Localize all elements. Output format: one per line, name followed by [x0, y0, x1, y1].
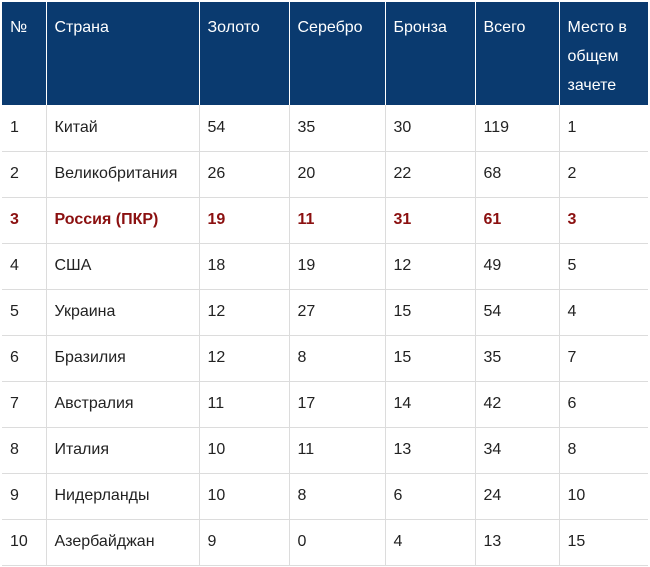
cell-bronze: 6 — [385, 473, 476, 520]
cell-number: 2 — [2, 151, 47, 198]
header-bronze: Бронза — [385, 2, 476, 105]
header-country: Страна — [46, 2, 200, 105]
cell-country: Австралия — [46, 381, 200, 428]
cell-number: 10 — [2, 519, 47, 566]
cell-gold: 11 — [199, 381, 290, 428]
cell-number: 4 — [2, 243, 47, 290]
table-row: 6 Бразилия 12 8 15 35 7 — [2, 335, 648, 382]
cell-country: Украина — [46, 289, 200, 336]
header-total: Всего — [475, 2, 560, 105]
cell-country: Италия — [46, 427, 200, 474]
header-overall-place: Место в общем зачете — [559, 2, 648, 105]
cell-number: 6 — [2, 335, 47, 382]
table-row: 7 Австралия 11 17 14 42 6 — [2, 381, 648, 428]
cell-gold: 19 — [199, 197, 290, 244]
cell-gold: 54 — [199, 105, 290, 152]
cell-number: 9 — [2, 473, 47, 520]
cell-gold: 18 — [199, 243, 290, 290]
cell-silver: 8 — [289, 473, 386, 520]
header-number: № — [2, 2, 47, 105]
cell-bronze: 22 — [385, 151, 476, 198]
table-body: 1 Китай 54 35 30 119 1 2 Великобритания … — [2, 105, 648, 566]
cell-gold: 12 — [199, 289, 290, 336]
cell-country: Бразилия — [46, 335, 200, 382]
cell-silver: 17 — [289, 381, 386, 428]
cell-total: 61 — [475, 197, 560, 244]
cell-total: 49 — [475, 243, 560, 290]
table-row: 4 США 18 19 12 49 5 — [2, 243, 648, 290]
cell-total: 119 — [475, 105, 560, 152]
header-row: № Страна Золото Серебро Бронза Всего Мес… — [2, 2, 648, 105]
cell-country: Азербайджан — [46, 519, 200, 566]
cell-overall-place: 5 — [559, 243, 648, 290]
cell-overall-place: 15 — [559, 519, 648, 566]
cell-gold: 10 — [199, 427, 290, 474]
cell-number: 5 — [2, 289, 47, 336]
table-row: 9 Нидерланды 10 8 6 24 10 — [2, 473, 648, 520]
cell-total: 42 — [475, 381, 560, 428]
table-row: 2 Великобритания 26 20 22 68 2 — [2, 151, 648, 198]
cell-total: 54 — [475, 289, 560, 336]
cell-country: США — [46, 243, 200, 290]
cell-overall-place: 4 — [559, 289, 648, 336]
cell-silver: 11 — [289, 197, 386, 244]
table-row-highlighted: 3 Россия (ПКР) 19 11 31 61 3 — [2, 197, 648, 244]
table-row: 10 Азербайджан 9 0 4 13 15 — [2, 519, 648, 566]
cell-bronze: 13 — [385, 427, 476, 474]
cell-total: 34 — [475, 427, 560, 474]
cell-gold: 9 — [199, 519, 290, 566]
cell-overall-place: 2 — [559, 151, 648, 198]
cell-number: 8 — [2, 427, 47, 474]
cell-overall-place: 10 — [559, 473, 648, 520]
cell-number: 7 — [2, 381, 47, 428]
cell-silver: 20 — [289, 151, 386, 198]
cell-silver: 0 — [289, 519, 386, 566]
cell-country: Великобритания — [46, 151, 200, 198]
cell-overall-place: 1 — [559, 105, 648, 152]
cell-total: 68 — [475, 151, 560, 198]
cell-country: Россия (ПКР) — [46, 197, 200, 244]
header-silver: Серебро — [289, 2, 386, 105]
cell-overall-place: 3 — [559, 197, 648, 244]
cell-gold: 26 — [199, 151, 290, 198]
cell-number: 3 — [2, 197, 47, 244]
cell-bronze: 31 — [385, 197, 476, 244]
cell-overall-place: 6 — [559, 381, 648, 428]
cell-bronze: 4 — [385, 519, 476, 566]
cell-bronze: 14 — [385, 381, 476, 428]
cell-number: 1 — [2, 105, 47, 152]
cell-silver: 11 — [289, 427, 386, 474]
cell-silver: 8 — [289, 335, 386, 382]
cell-silver: 27 — [289, 289, 386, 336]
cell-total: 13 — [475, 519, 560, 566]
table-row: 5 Украина 12 27 15 54 4 — [2, 289, 648, 336]
cell-silver: 35 — [289, 105, 386, 152]
table-row: 1 Китай 54 35 30 119 1 — [2, 105, 648, 152]
cell-overall-place: 8 — [559, 427, 648, 474]
cell-gold: 12 — [199, 335, 290, 382]
cell-gold: 10 — [199, 473, 290, 520]
cell-overall-place: 7 — [559, 335, 648, 382]
cell-country: Нидерланды — [46, 473, 200, 520]
table-header: № Страна Золото Серебро Бронза Всего Мес… — [2, 2, 648, 105]
cell-total: 24 — [475, 473, 560, 520]
header-gold: Золото — [199, 2, 290, 105]
cell-bronze: 15 — [385, 335, 476, 382]
cell-bronze: 15 — [385, 289, 476, 336]
cell-silver: 19 — [289, 243, 386, 290]
cell-bronze: 12 — [385, 243, 476, 290]
cell-total: 35 — [475, 335, 560, 382]
table-row: 8 Италия 10 11 13 34 8 — [2, 427, 648, 474]
cell-country: Китай — [46, 105, 200, 152]
cell-bronze: 30 — [385, 105, 476, 152]
